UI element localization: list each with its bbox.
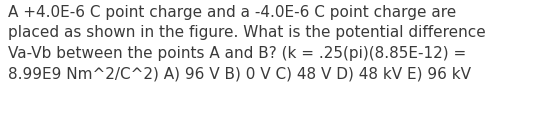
Text: A +4.0E-6 C point charge and a -4.0E-6 C point charge are
placed as shown in the: A +4.0E-6 C point charge and a -4.0E-6 C… [8, 5, 486, 81]
